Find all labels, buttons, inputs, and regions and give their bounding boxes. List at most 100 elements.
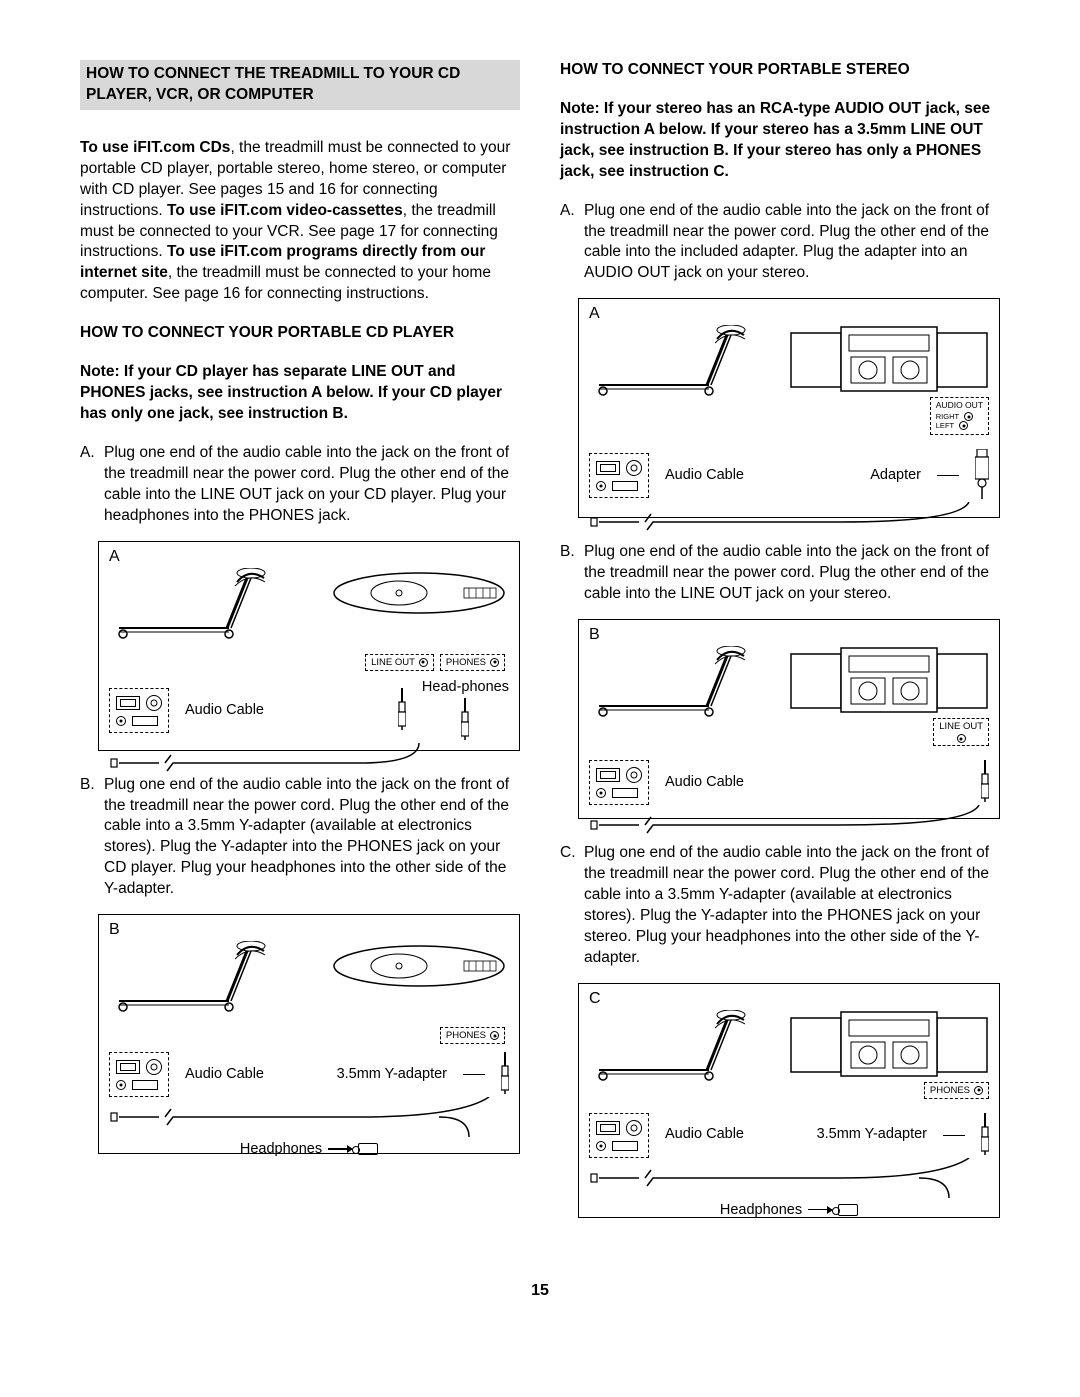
- headphones-row: Headphones: [589, 1202, 989, 1218]
- treadmill-panel-icon: [589, 453, 649, 498]
- adapter-icon: [975, 449, 989, 502]
- earbud-icon: [838, 1204, 858, 1216]
- phones-label: PHONES: [446, 1030, 486, 1041]
- cd-player-icon: [329, 568, 509, 618]
- stereo-step-c: C. Plug one end of the audio cable into …: [560, 843, 1000, 969]
- stereo-figure-a: A AUDIO OUT RIGHT LEFT: [578, 298, 1000, 518]
- stereo-figure-c: C PHONES Audio Cable 3.5mm Y-: [578, 983, 1000, 1218]
- cable-icon: [589, 1158, 989, 1198]
- audio-out-label: AUDIO OUT: [936, 400, 983, 410]
- audio-out-jack: AUDIO OUT RIGHT LEFT: [930, 397, 989, 435]
- lineout-jack: LINE OUT: [933, 718, 989, 746]
- phones-label: PHONES: [446, 657, 486, 668]
- phones-label: PHONES: [930, 1085, 970, 1096]
- headphones-label: Headphones: [720, 1202, 802, 1218]
- stereo-figure-b: B LINE OUT Audio Cable: [578, 619, 1000, 819]
- cd-note: Note: If your CD player has separate LIN…: [80, 362, 520, 425]
- phones-jack: PHONES: [440, 1027, 505, 1044]
- phones-jack: PHONES: [440, 654, 505, 671]
- arrow-icon: [328, 1148, 352, 1150]
- leader-line-icon: [937, 475, 959, 476]
- stereo-note: Note: If your stereo has an RCA-type AUD…: [560, 99, 1000, 183]
- adapter-label: Adapter: [870, 467, 921, 484]
- audio-cable-label: Audio Cable: [665, 467, 744, 484]
- stereo-icon: [789, 325, 989, 395]
- intro-paragraph: To use iFIT.com CDs, the treadmill must …: [80, 138, 520, 305]
- jack-icon: [957, 734, 966, 743]
- stereo-subhead: HOW TO CONNECT YOUR PORTABLE STEREO: [560, 60, 1000, 81]
- manual-page: HOW TO CONNECT THE TREADMILL TO YOUR CD …: [0, 0, 1080, 1282]
- leader-line-icon: [463, 1074, 485, 1075]
- lineout-label: LINE OUT: [371, 657, 415, 668]
- treadmill-panel-icon: [109, 1052, 169, 1097]
- jack-icon: [419, 658, 428, 667]
- lineout-label: LINE OUT: [939, 721, 983, 732]
- yadapter-label: 3.5mm Y-adapter: [337, 1066, 447, 1083]
- stereo-step-a: A. Plug one end of the audio cable into …: [560, 201, 1000, 285]
- step-letter: A.: [560, 201, 578, 285]
- step-letter: B.: [560, 542, 578, 605]
- treadmill-icon: [109, 568, 269, 648]
- cd-step-b: B. Plug one end of the audio cable into …: [80, 775, 520, 901]
- jack-icon: [490, 1031, 499, 1040]
- plug-icon: [461, 698, 469, 743]
- cable-icon: [589, 805, 989, 845]
- left-column: HOW TO CONNECT THE TREADMILL TO YOUR CD …: [80, 60, 520, 1242]
- jack-icon: [964, 412, 973, 421]
- step-letter: C.: [560, 843, 578, 969]
- step-text: Plug one end of the audio cable into the…: [584, 201, 1000, 285]
- lineout-jack: LINE OUT: [365, 654, 434, 671]
- cable-icon: [109, 1097, 509, 1137]
- treadmill-panel-icon: [589, 760, 649, 805]
- figure-label: A: [109, 548, 120, 566]
- jack-icon: [490, 658, 499, 667]
- audio-cable-label: Audio Cable: [185, 702, 264, 719]
- phones-jack: PHONES: [924, 1082, 989, 1099]
- figure-label: B: [589, 626, 600, 644]
- figure-label: B: [109, 921, 120, 939]
- headphones-label: Head-phones: [422, 679, 509, 696]
- treadmill-icon: [109, 941, 269, 1021]
- plug-icon: [398, 688, 406, 733]
- arrow-icon: [808, 1209, 832, 1211]
- cd-step-a: A. Plug one end of the audio cable into …: [80, 443, 520, 527]
- headphones-label: Headphones: [240, 1141, 322, 1157]
- headphones-row: Headphones: [109, 1141, 509, 1157]
- treadmill-panel-icon: [109, 688, 169, 733]
- stereo-icon: [789, 1010, 989, 1080]
- right-column: HOW TO CONNECT YOUR PORTABLE STEREO Note…: [560, 60, 1000, 1242]
- plug-icon: [981, 760, 989, 805]
- treadmill-icon: [589, 325, 749, 405]
- plug-icon: [501, 1052, 509, 1097]
- cd-subhead: HOW TO CONNECT YOUR PORTABLE CD PLAYER: [80, 323, 520, 344]
- jack-icon: [974, 1086, 983, 1095]
- yadapter-label: 3.5mm Y-adapter: [817, 1126, 927, 1143]
- audio-cable-label: Audio Cable: [185, 1066, 264, 1083]
- cd-figure-a: A LINE OUT PHONES Audio Cable: [98, 541, 520, 751]
- intro-b2: To use iFIT.com video-cassettes: [167, 202, 403, 219]
- step-letter: A.: [80, 443, 98, 527]
- cd-player-icon: [329, 941, 509, 991]
- figure-label: C: [589, 990, 601, 1008]
- jack-icon: [959, 421, 968, 430]
- step-text: Plug one end of the audio cable into the…: [104, 443, 520, 527]
- cable-icon: [109, 743, 509, 783]
- step-text: Plug one end of the audio cable into the…: [584, 843, 1000, 969]
- step-letter: B.: [80, 775, 98, 901]
- stereo-icon: [789, 646, 989, 716]
- audio-cable-label: Audio Cable: [665, 774, 744, 791]
- page-number: 15: [0, 1282, 1080, 1330]
- treadmill-panel-icon: [589, 1113, 649, 1158]
- left-label: LEFT: [936, 421, 954, 430]
- treadmill-icon: [589, 646, 749, 726]
- cd-figure-b: B PHONES Audio Cable 3.5mm Y-adapter: [98, 914, 520, 1154]
- cable-icon: [589, 502, 989, 542]
- earbud-icon: [358, 1143, 378, 1155]
- leader-line-icon: [943, 1135, 965, 1136]
- plug-icon: [981, 1113, 989, 1158]
- section-title: HOW TO CONNECT THE TREADMILL TO YOUR CD …: [80, 60, 520, 110]
- treadmill-icon: [589, 1010, 749, 1090]
- step-text: Plug one end of the audio cable into the…: [104, 775, 520, 901]
- audio-cable-label: Audio Cable: [665, 1126, 744, 1143]
- right-label: RIGHT: [936, 412, 959, 421]
